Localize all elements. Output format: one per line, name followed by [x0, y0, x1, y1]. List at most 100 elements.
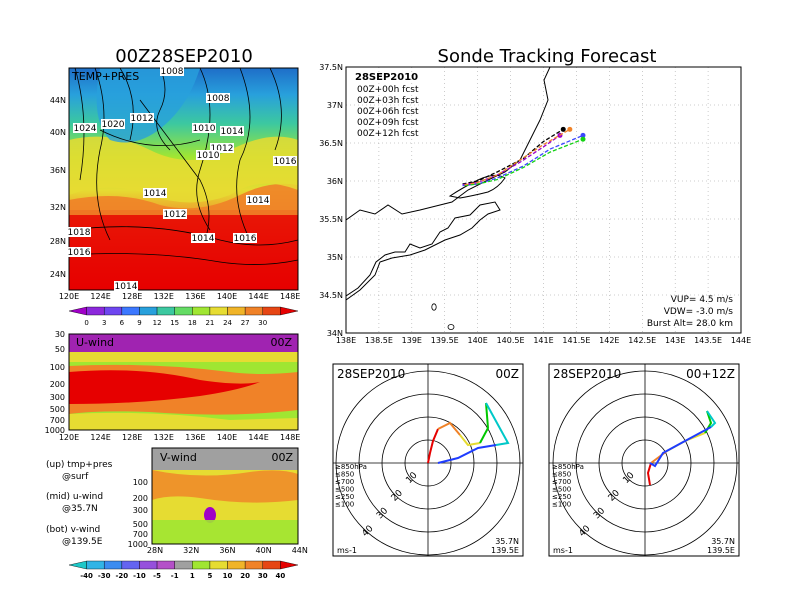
v-wind-top-band [152, 448, 298, 470]
map-lat-tick: 35N [327, 253, 343, 262]
v-wind-lat-tick: 44N [292, 546, 308, 555]
sonde-track [464, 138, 584, 187]
map-lon-tick: 140.5E [497, 336, 525, 345]
u-wind-lon-tick: 124E [90, 433, 110, 442]
u-wind-p-tick: 700 [50, 416, 65, 425]
v-colorbar-tick: -40 [80, 572, 93, 580]
hodo-level-label: ≤850 [552, 471, 571, 479]
v-colorbar-swatch [262, 560, 281, 570]
hodo-level-label: ≤500 [335, 486, 354, 494]
u-wind-lon-tick: 128E [122, 433, 142, 442]
temp-colorbar-tick: 6 [120, 319, 125, 327]
u-wind-lon-tick: 120E [59, 433, 79, 442]
landing-point [560, 126, 566, 132]
hodo-level-label: ≤100 [335, 501, 354, 509]
temp-colorbar-swatch [104, 306, 123, 316]
hodo-rings [549, 364, 739, 556]
isobar-label-bg [143, 188, 167, 198]
temp-lat-ticks: 44N 40N 36N 32N 28N 24N [50, 96, 66, 279]
isobar-label-bg [67, 227, 91, 237]
map-date: 28SEP2010 [355, 72, 418, 83]
isobar-label: 1012 [131, 114, 154, 124]
v-wind-p-tick: 700 [133, 530, 148, 539]
temp-lon-tick: 128E [122, 292, 142, 301]
v-wind-lat-tick: 36N [219, 546, 235, 555]
temp-lat-tick: 28N [50, 237, 66, 246]
v-colorbar-swatch [121, 560, 140, 570]
u-wind-p-tick: 300 [50, 393, 65, 402]
hodo-left-date: 28SEP2010 [337, 367, 405, 381]
isobar-label: 1020 [102, 120, 125, 130]
u-wind-p-tick: 500 [50, 405, 65, 414]
hodo-segment [437, 444, 497, 464]
map-frame [345, 66, 742, 334]
temp-colorbar-tick: 12 [153, 319, 162, 327]
isobar-label: 1014 [144, 189, 167, 199]
v-colorbar-tick: -20 [116, 572, 129, 580]
isobar-label-bg [196, 150, 220, 160]
temp-panel-label: TEMP+PRES [71, 70, 139, 83]
map-lon-tick: 144E [731, 336, 751, 345]
u-wind-p-tick: 50 [55, 345, 65, 354]
temp-colorbar-tick: 21 [205, 319, 214, 327]
temp-colorbar-swatch [86, 306, 105, 316]
hodo-segment [427, 428, 439, 464]
temp-colorbar-swatch [139, 306, 158, 316]
isobar-label-bg [246, 195, 270, 205]
v-colorbar-tick: -10 [133, 572, 146, 580]
temp-colorbar-tick: 3 [102, 319, 106, 327]
v-colorbar-swatch [227, 560, 246, 570]
hodo-right-lat: 35.7N [711, 537, 735, 546]
hodo-left-lat: 35.7N [495, 537, 519, 546]
u-wind-p-tick: 100 [50, 363, 65, 372]
v-wind-colorbar: -40 -30 -20 -10 -5 -1 1 5 10 20 30 40 [68, 560, 299, 580]
v-wind-lat-tick: 40N [256, 546, 272, 555]
v-wind-p-tick: 500 [133, 520, 148, 529]
v-colorbar-tick: 20 [240, 572, 250, 580]
temp-lat-tick: 44N [50, 96, 66, 105]
isobar-label-bg [220, 126, 244, 136]
temp-lon-tick: 144E [248, 292, 268, 301]
v-wind-p-tick: 1000 [128, 540, 148, 549]
map-lon-tick: 142E [599, 336, 619, 345]
u-wind-lon-tick: 140E [217, 433, 237, 442]
hodo-segment [459, 434, 481, 447]
right-title: Sonde Tracking Forecast [438, 46, 657, 67]
v-colorbar-tick: -5 [153, 572, 161, 580]
map-lat-ticks: 37.5N 37N 36.5N 36N 35.5N 35N 34.5N 34N [319, 63, 343, 338]
v-wind-label: V-wind [160, 451, 197, 464]
temp-colorbar-tick: 27 [241, 319, 250, 327]
sonde-track [464, 128, 571, 186]
map-legend-item: 00Z+00h fcst [357, 85, 419, 95]
hodo-segment [706, 410, 717, 428]
panel-notes: (up) tmp+pres @surf (mid) u-wind @35.7N … [46, 460, 113, 547]
u-wind-lon-ticks: 120E 124E 128E 132E 136E 140E 144E 148E [59, 433, 301, 442]
v-colorbar-swatch [139, 560, 158, 570]
temp-lat-tick: 36N [50, 166, 66, 175]
map-legend-item: 00Z+12h fcst [357, 129, 419, 139]
map-lon-tick: 138E [336, 336, 356, 345]
v-colorbar-swatch [104, 560, 123, 570]
note-bot-2: @139.5E [62, 537, 103, 547]
temp-colorbar: 0 3 6 9 12 15 18 21 24 27 30 [68, 306, 299, 327]
u-wind-label: U-wind [76, 336, 114, 349]
hodo-left-lon: 139.5E [491, 546, 519, 555]
note-bot-1: (bot) v-wind [46, 525, 100, 535]
u-wind-lon-tick: 136E [185, 433, 205, 442]
isobar-label-bg [210, 143, 234, 153]
map-lon-tick: 140E [468, 336, 488, 345]
map-lat-tick: 37N [327, 101, 343, 110]
hodo-level-label: ≤700 [552, 478, 571, 486]
map-lon-tick: 139E [402, 336, 422, 345]
temp-lon-tick: 148E [280, 292, 300, 301]
temp-colorbar-swatch [280, 306, 299, 316]
hodo-level-label: ≤100 [552, 501, 571, 509]
temp-colorbar-tick: 15 [170, 319, 179, 327]
burst-text: Burst Alt= 28.0 km [647, 319, 733, 329]
